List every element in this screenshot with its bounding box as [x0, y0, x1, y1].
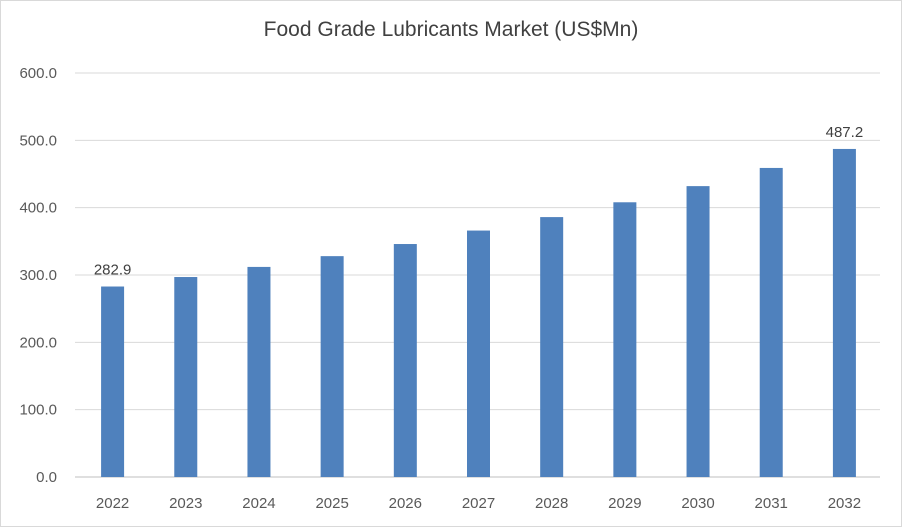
bar-2022: [101, 286, 125, 477]
data-label-2022: 282.9: [94, 262, 132, 279]
chart-title: Food Grade Lubricants Market (US$Mn): [263, 18, 639, 41]
bar-2025: [320, 256, 344, 477]
x-tick-label: 2022: [96, 495, 129, 512]
bar-2029: [613, 202, 637, 477]
x-tick-label: 2032: [828, 495, 861, 512]
y-tick-label: 600.0: [19, 65, 57, 82]
x-tick-label: 2028: [535, 495, 568, 512]
data-label-2032: 487.2: [826, 124, 864, 141]
bar-2024: [247, 266, 271, 477]
bar-2031: [759, 167, 783, 477]
bars: [101, 148, 856, 478]
x-tick-label: 2024: [242, 495, 275, 512]
x-tick-label: 2026: [389, 495, 422, 512]
x-tick-label: 2029: [608, 495, 641, 512]
x-axis-ticks: 2022 2023 2024 2025 2026 2027 2028 2029 2030 2031…: [96, 495, 861, 512]
bar-2032: [832, 148, 856, 477]
x-tick-label: 2025: [315, 495, 348, 512]
x-tick-label: 2023: [169, 495, 202, 512]
y-tick-label: 0.0: [36, 469, 57, 486]
bar-2030: [686, 186, 710, 477]
bar-2023: [174, 277, 198, 477]
x-tick-label: 2030: [681, 495, 714, 512]
x-tick-label: 2027: [462, 495, 495, 512]
data-labels: 282.9 487.2: [94, 124, 863, 279]
y-tick-label: 400.0: [19, 200, 57, 217]
bar-2026: [393, 244, 417, 477]
y-tick-label: 500.0: [19, 132, 57, 149]
y-tick-label: 100.0: [19, 402, 57, 419]
y-axis-ticks: 0.0 100.0 200.0 300.0 400.0 500.0 600.0: [19, 65, 57, 486]
y-tick-label: 200.0: [19, 334, 57, 351]
y-tick-label: 300.0: [19, 267, 57, 284]
x-tick-label: 2031: [755, 495, 788, 512]
bar-2028: [540, 217, 564, 478]
bar-2027: [467, 230, 490, 477]
